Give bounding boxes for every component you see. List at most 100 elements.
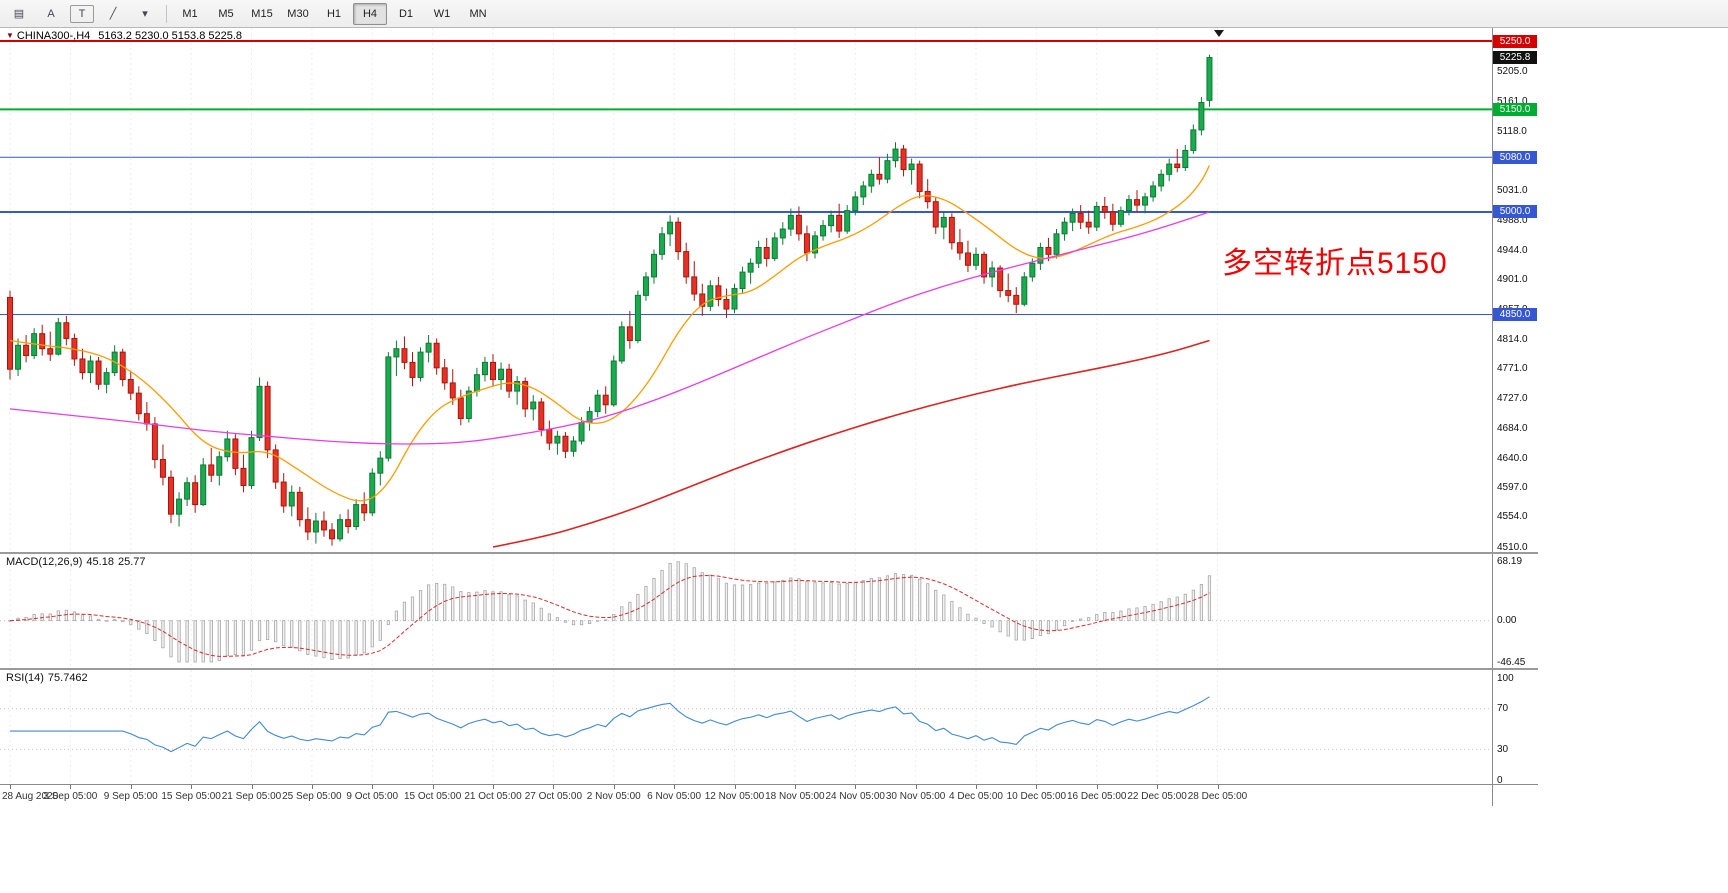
symbol-timeframe-label: CHINA300-,H4 bbox=[16, 30, 91, 42]
rsi-scale[interactable]: 100 70 30 0 bbox=[1492, 670, 1538, 786]
timeframe-button-M30[interactable]: M30 bbox=[287, 7, 309, 20]
fast-ma-line bbox=[9, 165, 1211, 502]
tool-icon-group: ▤ A T ╱ ▾ bbox=[3, 3, 161, 25]
macd-histogram bbox=[8, 561, 1212, 663]
time-tick bbox=[10, 785, 11, 789]
macd-label: MACD(12,26,9) 45.18 25.77 bbox=[6, 556, 149, 568]
time-label: 21 Oct 05:00 bbox=[464, 791, 522, 802]
time-axis[interactable]: 28 Aug 2020 3 Sep 05:00 9 Sep 05:00 15 Sep … bbox=[0, 785, 1492, 806]
timeframe-button-H4[interactable]: H4 bbox=[353, 2, 387, 25]
scale-label: 4554.0 bbox=[1497, 511, 1528, 523]
time-label: 25 Sep 05:00 bbox=[282, 791, 342, 802]
time-tick bbox=[191, 785, 193, 789]
scale-label: 0 bbox=[1497, 774, 1503, 786]
timeframe-button-D1[interactable]: D1 bbox=[398, 7, 414, 20]
scale-label: 4510.0 bbox=[1497, 541, 1528, 553]
scale-label: 4640.0 bbox=[1497, 452, 1528, 464]
time-axis-row: 28 Aug 2020 3 Sep 05:00 9 Sep 05:00 15 Sep … bbox=[0, 784, 1538, 806]
time-tick bbox=[976, 785, 977, 789]
time-tick bbox=[70, 785, 72, 789]
time-tick bbox=[734, 785, 736, 789]
scale-label: 5205.0 bbox=[1497, 66, 1528, 78]
timeframe-button-M1[interactable]: M1 bbox=[182, 7, 198, 20]
time-label: 24 Nov 05:00 bbox=[825, 791, 886, 802]
price-badge-5000.0: 5000.0 bbox=[1493, 205, 1537, 219]
scale-label: -46.45 bbox=[1497, 656, 1526, 668]
price-badge-5225.8: 5225.8 bbox=[1493, 51, 1537, 65]
timeframe-button-H1[interactable]: H1 bbox=[326, 7, 342, 20]
time-tick bbox=[493, 785, 494, 789]
time-label: 9 Oct 05:00 bbox=[346, 791, 399, 802]
scale-label: 5118.0 bbox=[1497, 125, 1527, 137]
scale-label: 5031.0 bbox=[1497, 185, 1528, 197]
scale-corner bbox=[1492, 785, 1538, 806]
time-tick bbox=[1217, 785, 1219, 789]
panel-separator[interactable] bbox=[0, 552, 1538, 554]
time-tick bbox=[855, 785, 857, 789]
chart-annotation-text: 多空转折点5150 bbox=[1222, 247, 1448, 280]
price-scale[interactable]: 5205.05161.05118.05074.05031.04988.04944… bbox=[1492, 28, 1538, 553]
time-label: 18 Nov 05:00 bbox=[765, 791, 825, 802]
rsi-label: RSI(14) 75.7462 bbox=[6, 672, 92, 684]
macd-panel[interactable]: MACD(12,26,9) 45.18 25.77 bbox=[0, 554, 1492, 668]
time-tick bbox=[311, 785, 313, 789]
toolbar: ▤ A T ╱ ▾ M1 M5 M15 M30 H1 H4 D1 W1 MN bbox=[0, 0, 1728, 28]
scale-label: 4944.0 bbox=[1497, 244, 1528, 256]
scale-label: 4597.0 bbox=[1497, 482, 1528, 493]
mid-ma-line bbox=[9, 211, 1210, 445]
time-label: 22 Dec 05:00 bbox=[1127, 791, 1187, 802]
price-badge-5080.0: 5080.0 bbox=[1493, 150, 1537, 164]
cursor-tool-icon[interactable]: A bbox=[47, 7, 55, 20]
chart-shift-marker-icon[interactable] bbox=[1214, 30, 1224, 37]
time-tick bbox=[613, 785, 615, 789]
scale-label: 4727.0 bbox=[1497, 393, 1528, 405]
macd-name: MACD(12,26,9) bbox=[6, 556, 83, 568]
time-tick bbox=[1157, 785, 1159, 789]
time-tick bbox=[1036, 785, 1038, 789]
scale-label: 100 bbox=[1497, 672, 1514, 684]
ohlc-readout: 5163.2 5230.0 5153.8 5225.8 bbox=[98, 30, 243, 42]
draw-line-tool-icon[interactable]: ╱ bbox=[109, 7, 117, 20]
scale-label: 4771.0 bbox=[1497, 363, 1528, 375]
timeframe-button-M5[interactable]: M5 bbox=[218, 7, 234, 20]
timeframe-button-group: M1 M5 M15 M30 H1 H4 D1 W1 MN bbox=[172, 2, 496, 25]
scale-label: 4684.0 bbox=[1497, 422, 1528, 434]
scale-label: 4901.0 bbox=[1497, 274, 1528, 286]
time-label: 6 Nov 05:00 bbox=[647, 791, 702, 802]
time-tick bbox=[915, 785, 917, 789]
time-label: 30 Nov 05:00 bbox=[885, 791, 946, 802]
time-label: 27 Oct 05:00 bbox=[524, 791, 583, 802]
slow-ma-line bbox=[492, 339, 1210, 548]
time-tick bbox=[251, 785, 253, 789]
time-label: 9 Sep 05:00 bbox=[103, 791, 158, 802]
macd-scale[interactable]: 68.19 0.00 -46.45 bbox=[1492, 554, 1538, 668]
time-label: 2 Nov 05:00 bbox=[586, 791, 641, 802]
time-label: 3 Sep 05:00 bbox=[43, 791, 98, 802]
time-tick bbox=[432, 785, 434, 789]
draw-tool-caret-icon[interactable]: ▾ bbox=[142, 7, 148, 20]
time-tick bbox=[1096, 785, 1098, 789]
timeframe-button-MN[interactable]: MN bbox=[469, 7, 487, 20]
time-tick bbox=[674, 785, 676, 789]
new-order-icon[interactable]: ▤ bbox=[13, 7, 25, 20]
rsi-panel[interactable]: RSI(14) 75.7462 bbox=[0, 670, 1492, 784]
panel-separator[interactable] bbox=[0, 668, 1538, 670]
main-chart[interactable]: ▼ CHINA300-,H4 5163.2 5230.0 5153.8 5225.8… bbox=[0, 28, 1492, 552]
time-tick bbox=[372, 785, 374, 789]
symbol-dropdown-icon[interactable]: ▼ bbox=[6, 31, 14, 40]
text-tool-icon[interactable]: T bbox=[70, 4, 94, 23]
scale-label: 4814.0 bbox=[1497, 333, 1528, 345]
vertical-gridlines bbox=[9, 28, 1218, 552]
rsi-line bbox=[10, 696, 1210, 753]
time-tick bbox=[130, 785, 132, 789]
timeframe-button-M15[interactable]: M15 bbox=[251, 7, 273, 20]
timeframe-button-W1[interactable]: W1 bbox=[433, 7, 451, 20]
time-label: 28 Aug 2020 bbox=[2, 791, 59, 802]
vertical-gridlines bbox=[9, 670, 1218, 784]
toolbar-separator bbox=[166, 4, 167, 23]
time-label: 16 Dec 05:00 bbox=[1067, 791, 1127, 802]
chart-title: ▼ CHINA300-,H4 5163.2 5230.0 5153.8 5225.8 bbox=[6, 30, 242, 42]
time-label: 15 Sep 05:00 bbox=[161, 791, 221, 802]
time-label: 4 Dec 05:00 bbox=[949, 791, 1003, 802]
